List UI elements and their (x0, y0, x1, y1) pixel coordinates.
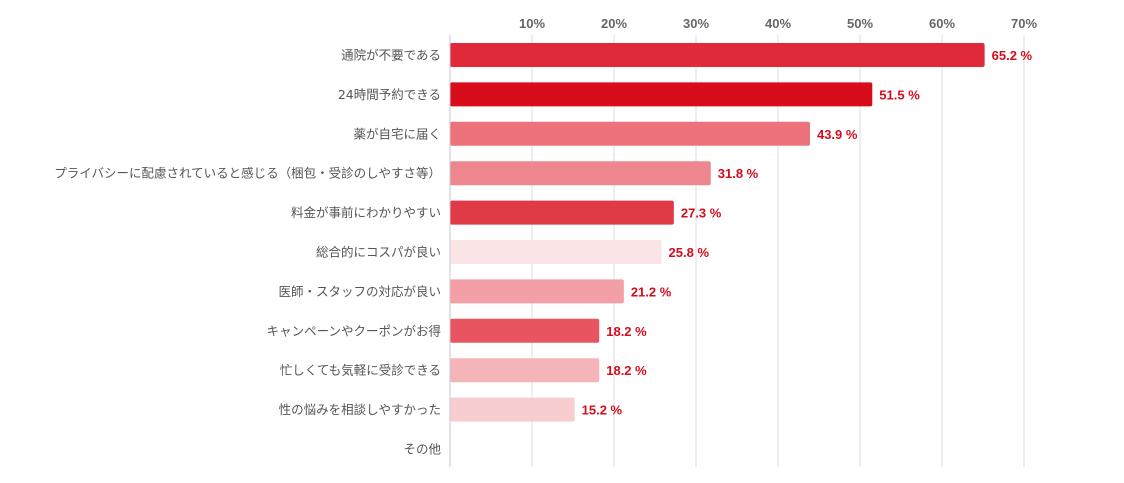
bar-4 (450, 161, 711, 186)
category-label-3: 薬が自宅に届く (353, 126, 441, 141)
data-label-2: 51.5 % (879, 87, 920, 102)
gridlines (531, 35, 1025, 467)
data-label-7: 21.2 % (631, 284, 672, 299)
data-label-4: 31.8 % (718, 166, 759, 181)
category-label-10: 性の悩みを相談しやすかった (279, 402, 441, 417)
bar-8 (450, 318, 600, 343)
tick-label-40: 40% (765, 16, 791, 31)
tick-label-60: 60% (929, 16, 955, 31)
data-label-3: 43.9 % (817, 127, 858, 142)
data-label-1: 65.2 % (992, 48, 1033, 63)
data-labels: 65.2 % 51.5 % 43.9 % 31.8 % 27.3 % 25.8 % 21.2… (582, 48, 1033, 418)
bar-7 (450, 279, 624, 304)
category-label-1: 通院が不要である (341, 48, 441, 63)
bar-1 (450, 43, 985, 67)
bar-3 (450, 121, 810, 146)
bar-10 (450, 397, 575, 422)
tick-label-30: 30% (683, 16, 709, 31)
category-label-4: プライバシーに配慮されていると感じる（梱包・受診のしやすさ等） (54, 166, 441, 181)
category-label-7: 医師・スタッフの対応が良い (278, 284, 441, 299)
data-label-8: 18.2 % (606, 324, 647, 339)
category-label-2: 24時間予約できる (338, 87, 441, 102)
bars (450, 43, 985, 422)
tick-label-10: 10% (519, 16, 545, 31)
data-label-9: 18.2 % (606, 363, 647, 378)
tick-label-50: 50% (847, 16, 873, 31)
bar-9 (450, 358, 600, 383)
data-label-10: 15.2 % (582, 403, 623, 418)
tick-label-20: 20% (601, 16, 627, 31)
data-label-5: 27.3 % (681, 206, 722, 221)
category-label-6: 総合的にコスパが良い (316, 245, 441, 260)
category-label-8: キャンペーンやクーポンがお得 (267, 323, 441, 338)
tick-label-70: 70% (1011, 16, 1037, 31)
category-label-11: その他 (403, 442, 441, 457)
x-axis-tick-labels: 10% 20% 30% 40% 50% 60% 70% (519, 16, 1037, 31)
category-label-5: 料金が事前にわかりやすい (291, 205, 441, 220)
data-label-6: 25.8 % (669, 245, 710, 260)
bar-2 (450, 82, 873, 107)
category-labels: 通院が不要である 24時間予約できる薬が自宅に届くプライバシーに配慮されていると感… (54, 48, 441, 457)
category-label-9: 忙しくても気軽に受診できる (280, 363, 441, 378)
bar-5 (450, 200, 674, 225)
bar-6 (450, 240, 662, 264)
